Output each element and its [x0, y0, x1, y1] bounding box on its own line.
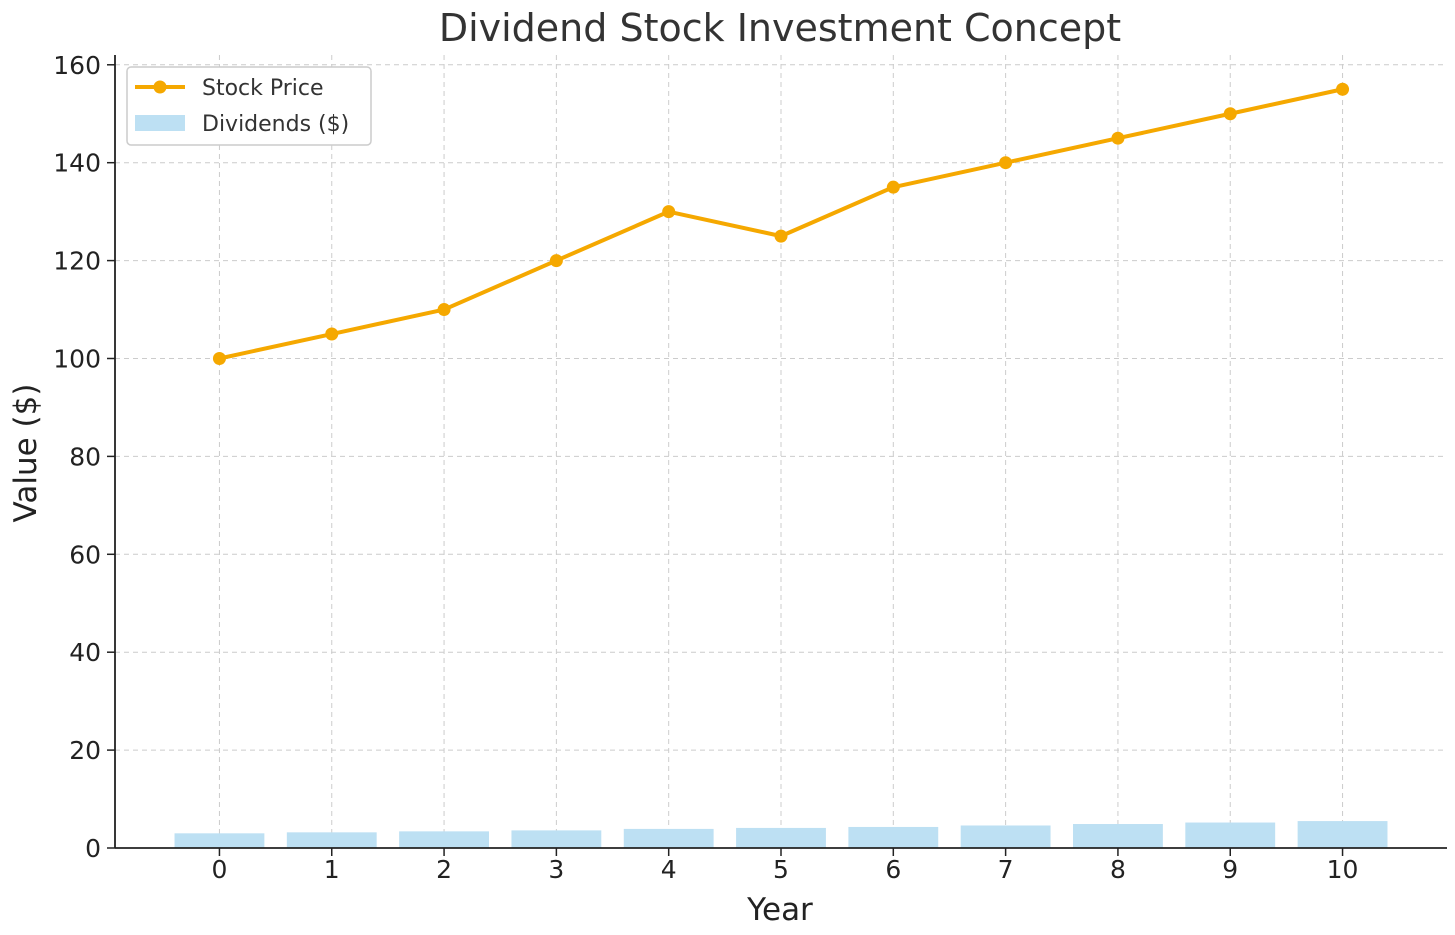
stock-price-marker [437, 303, 451, 317]
x-tick-label: 4 [661, 855, 677, 884]
x-tick-label: 0 [211, 855, 227, 884]
stock-price-marker [774, 229, 788, 243]
dividend-bar [848, 826, 939, 848]
y-tick-label: 140 [53, 149, 101, 178]
dividend-bar [623, 828, 714, 848]
legend-stock-price-marker [153, 80, 167, 94]
stock-price-marker [325, 327, 339, 341]
stock-price-marker [886, 180, 900, 194]
x-tick-label: 6 [885, 855, 901, 884]
x-tick-label: 2 [436, 855, 452, 884]
dividend-bar [1297, 821, 1388, 848]
stock-price-marker [1223, 107, 1237, 121]
stock-price-marker [1111, 131, 1125, 145]
dividend-bar [1073, 824, 1163, 848]
x-tick-label: 7 [998, 855, 1014, 884]
x-tick-label: 8 [1110, 855, 1126, 884]
legend-frame [126, 66, 372, 146]
y-axis-title: Value ($) [8, 384, 44, 523]
dividend-bar [1185, 822, 1276, 848]
dividend-bar [511, 830, 602, 848]
y-tick-label: 40 [69, 638, 101, 667]
dividend-bar [960, 825, 1051, 848]
y-tick-label: 80 [69, 442, 101, 471]
stock-price-marker [549, 254, 563, 268]
y-tick-label: 0 [85, 834, 101, 863]
x-tick-label: 3 [548, 855, 564, 884]
y-tick-label: 160 [53, 51, 101, 80]
x-axis-title: Year [746, 892, 813, 928]
legend-stock-price-label: Stock Price [202, 76, 324, 101]
y-tick-label: 100 [53, 344, 101, 373]
chart-title: Dividend Stock Investment Concept [439, 6, 1121, 50]
dividend-bar [286, 832, 377, 848]
dividend-bar [736, 827, 826, 848]
axes: 0 20 40 60 80 100 120 140 160 0 1 2 3 4 5 6 7 8 9 10 [53, 51, 1447, 884]
y-tick-label: 60 [69, 540, 101, 569]
legend-dividends-label: Dividends ($) [202, 112, 349, 137]
x-tick-label: 5 [773, 855, 789, 884]
dividend-bar [399, 831, 489, 848]
dividend-bars [174, 821, 1388, 848]
stock-price-marker [212, 351, 226, 365]
legend: Stock Price Dividends ($) [126, 66, 372, 146]
x-tick-label: 1 [324, 855, 340, 884]
stock-price-marker [1336, 82, 1350, 96]
stock-price-marker [662, 205, 676, 219]
y-tick-label: 120 [53, 247, 101, 276]
stock-price-marker [999, 156, 1013, 170]
stock-price-line-group [212, 82, 1350, 365]
dividend-bar [174, 833, 265, 848]
grid-layer [115, 55, 1447, 848]
y-tick-label: 20 [69, 736, 101, 765]
x-tick-label: 9 [1222, 855, 1238, 884]
x-tick-label: 10 [1327, 855, 1359, 884]
legend-dividends-swatch [135, 115, 185, 131]
